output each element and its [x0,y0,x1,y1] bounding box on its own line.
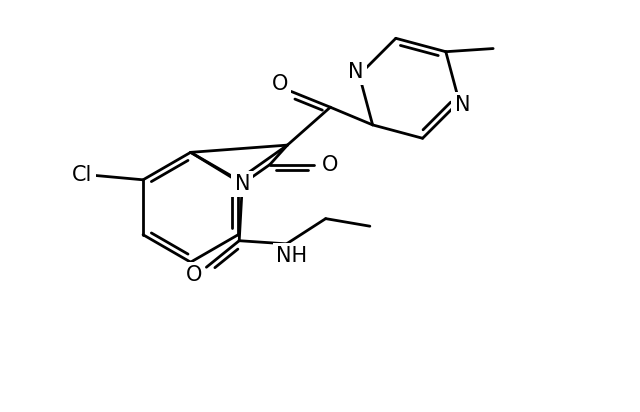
Text: N: N [235,174,250,194]
Text: O: O [322,154,338,175]
Text: O: O [271,74,288,94]
Text: N: N [348,62,364,82]
Text: NH: NH [276,246,307,267]
Text: O: O [186,265,202,285]
Text: N: N [454,95,470,115]
Text: Cl: Cl [72,165,93,185]
